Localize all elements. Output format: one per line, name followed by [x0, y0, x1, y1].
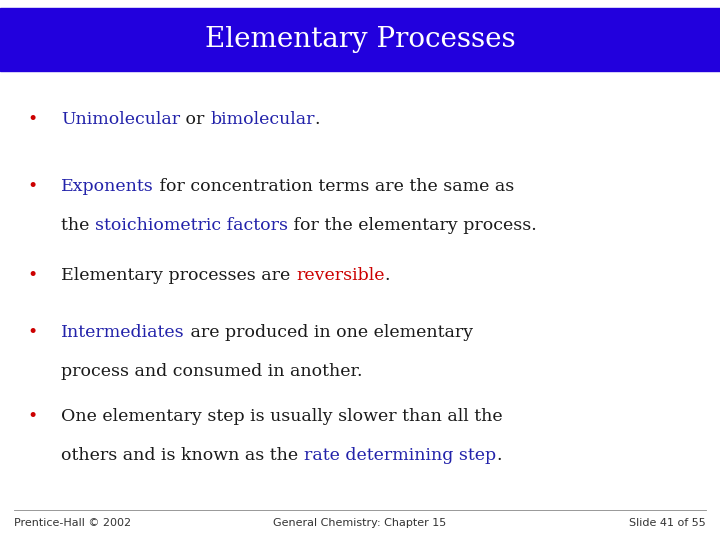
Text: •: •	[27, 111, 37, 127]
Text: One elementary step is usually slower than all the: One elementary step is usually slower th…	[61, 408, 503, 424]
Text: for concentration terms are the same as: for concentration terms are the same as	[154, 178, 514, 195]
Text: Elementary Processes: Elementary Processes	[204, 26, 516, 53]
Text: stoichiometric factors: stoichiometric factors	[95, 217, 288, 234]
FancyBboxPatch shape	[0, 8, 720, 71]
Text: •: •	[27, 178, 37, 195]
Text: others and is known as the: others and is known as the	[61, 447, 304, 463]
Text: process and consumed in another.: process and consumed in another.	[61, 363, 363, 380]
Text: Elementary processes are: Elementary processes are	[61, 267, 296, 284]
Text: Prentice-Hall © 2002: Prentice-Hall © 2002	[14, 518, 132, 528]
Text: are produced in one elementary: are produced in one elementary	[185, 324, 473, 341]
Text: Unimolecular: Unimolecular	[61, 111, 180, 127]
Text: reversible: reversible	[296, 267, 384, 284]
Text: Intermediates: Intermediates	[61, 324, 185, 341]
Text: •: •	[27, 324, 37, 341]
Text: .: .	[384, 267, 390, 284]
Text: bimolecular: bimolecular	[210, 111, 315, 127]
Text: .: .	[496, 447, 501, 463]
Text: •: •	[27, 267, 37, 284]
Text: for the elementary process.: for the elementary process.	[288, 217, 537, 234]
Text: Exponents: Exponents	[61, 178, 154, 195]
Text: the: the	[61, 217, 95, 234]
Text: •: •	[27, 408, 37, 424]
Text: .: .	[315, 111, 320, 127]
Text: Slide 41 of 55: Slide 41 of 55	[629, 518, 706, 528]
Text: rate determining step: rate determining step	[304, 447, 496, 463]
Text: or: or	[180, 111, 210, 127]
Text: General Chemistry: Chapter 15: General Chemistry: Chapter 15	[274, 518, 446, 528]
